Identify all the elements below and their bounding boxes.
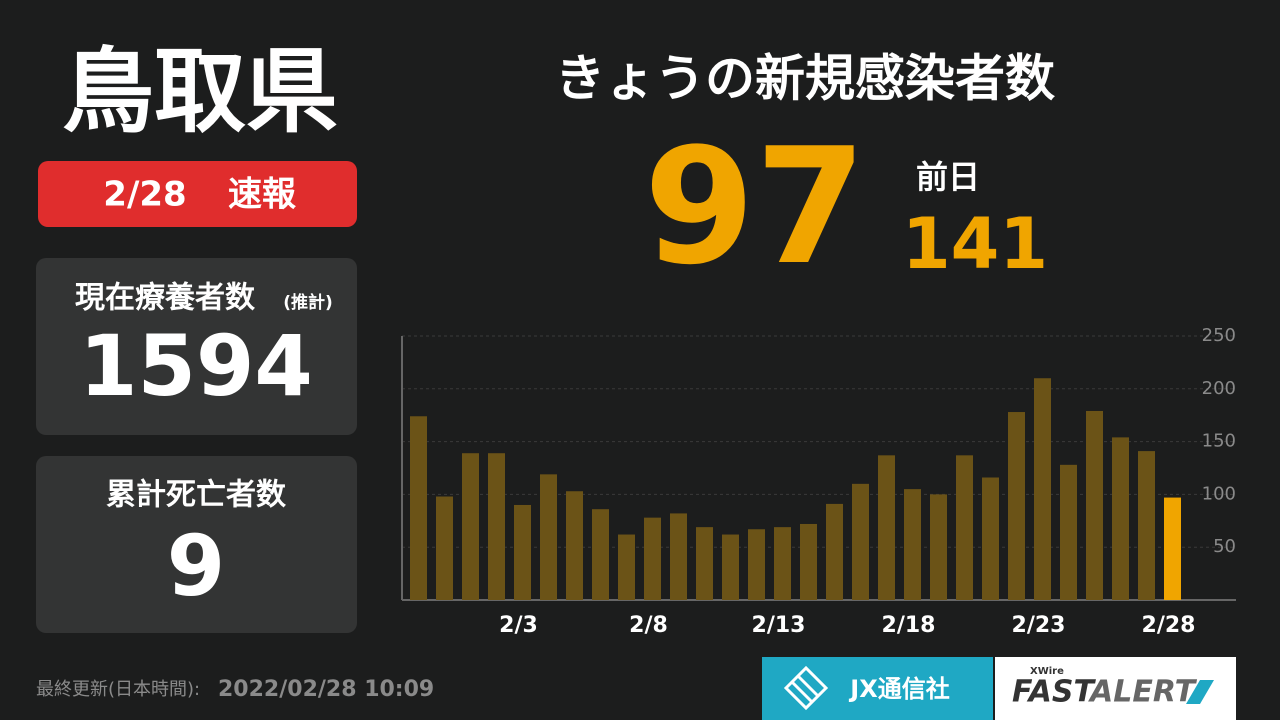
- bar: [878, 455, 895, 600]
- brand-name: JX通信社: [848, 675, 949, 703]
- x-tick-label: 2/3: [499, 613, 538, 638]
- bar: [904, 489, 921, 600]
- bar: [826, 503, 843, 600]
- x-tick-label: 2/13: [752, 613, 806, 638]
- product-icon: [1186, 680, 1214, 704]
- bar: [592, 509, 609, 600]
- bar: [1138, 451, 1155, 600]
- stat-note: (推計): [283, 292, 333, 313]
- stat-value: 9: [167, 517, 225, 615]
- bar: [852, 483, 869, 600]
- bar: [1086, 410, 1103, 600]
- bar: [1034, 378, 1051, 600]
- x-tick-label: 2/23: [1012, 613, 1066, 638]
- updated-label: 最終更新(日本時間):: [36, 679, 200, 700]
- bar: [514, 504, 531, 600]
- bar: [800, 523, 817, 600]
- bar: [748, 529, 765, 600]
- updated-time: 2022/02/28 10:09: [218, 677, 434, 702]
- y-tick-label: 250: [1202, 325, 1236, 346]
- prev-value: 141: [902, 203, 1048, 285]
- bar: [930, 494, 947, 600]
- stat-value: 1594: [79, 317, 313, 415]
- product-tag: XWire: [1030, 666, 1064, 677]
- bar: [488, 453, 505, 600]
- bar: [540, 474, 557, 600]
- stat-box: [36, 456, 357, 633]
- bar: [956, 455, 973, 600]
- product-a: FAST: [1012, 675, 1096, 710]
- prev-label: 前日: [916, 158, 980, 196]
- today-value: 97: [644, 113, 867, 300]
- bar: [722, 534, 739, 600]
- bar: [670, 513, 687, 600]
- badge-flash: 速報: [228, 175, 296, 215]
- bar: [1008, 412, 1025, 600]
- y-tick-label: 150: [1202, 431, 1236, 452]
- y-tick-label: 50: [1213, 536, 1236, 557]
- chart: 50 100 150 200 250 2/3 2/8 2/13 2/18 2/23 2/28: [401, 325, 1236, 638]
- stat-box: [36, 258, 357, 435]
- stat-label: 累計死亡者数: [106, 478, 287, 513]
- badge-date: 2/28: [103, 175, 186, 215]
- x-tick-label: 2/28: [1142, 613, 1196, 638]
- bar: [410, 416, 427, 600]
- bar: [1112, 437, 1129, 600]
- product-b: ALERT: [1088, 675, 1198, 710]
- bar: [462, 453, 479, 600]
- flash-badge: [38, 161, 357, 227]
- bar: [436, 496, 453, 600]
- headline: きょうの新規感染者数: [555, 50, 1055, 108]
- bar: [1060, 464, 1077, 600]
- bar: [982, 477, 999, 600]
- stat-label: 現在療養者数: [75, 281, 256, 316]
- brand-icon: [783, 665, 829, 711]
- bar: [696, 527, 713, 600]
- x-tick-label: 2/8: [629, 613, 668, 638]
- bar: [774, 527, 791, 600]
- bar: [644, 517, 661, 600]
- bar: [1164, 497, 1181, 600]
- bar: [566, 491, 583, 600]
- y-tick-label: 100: [1202, 483, 1236, 504]
- prefecture: 鳥取県: [62, 38, 338, 145]
- y-tick-label: 200: [1202, 378, 1236, 399]
- bar: [618, 534, 635, 600]
- x-tick-label: 2/18: [882, 613, 936, 638]
